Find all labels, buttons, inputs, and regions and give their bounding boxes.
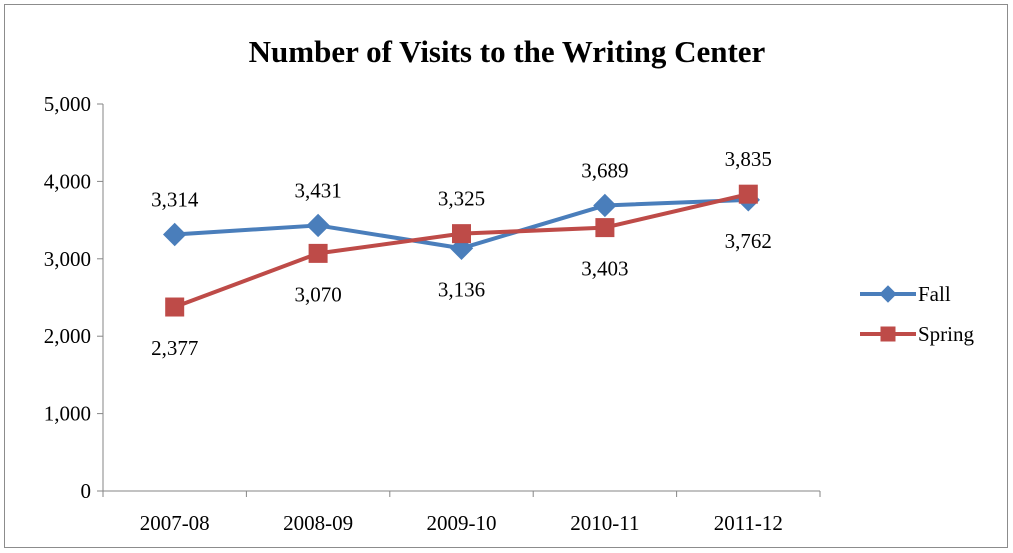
chart-frame xyxy=(4,4,1008,548)
x-tick-label: 2008-09 xyxy=(283,511,353,535)
legend-marker-fall xyxy=(879,285,897,303)
point-fall xyxy=(306,213,330,238)
point-spring xyxy=(452,224,471,244)
y-tick-label: 3,000 xyxy=(44,247,91,271)
data-label-fall: 3,136 xyxy=(438,277,485,301)
data-label-spring: 2,377 xyxy=(151,336,198,360)
legend-item-fall: Fall xyxy=(860,282,951,306)
point-spring xyxy=(595,218,615,238)
chart-title: Number of Visits to the Writing Center xyxy=(249,34,766,69)
y-tick-label: 5,000 xyxy=(44,92,91,116)
legend-label-fall: Fall xyxy=(918,282,951,306)
x-tick-label: 2009-10 xyxy=(427,511,497,535)
data-label-spring: 3,070 xyxy=(294,282,341,306)
data-label-spring: 3,835 xyxy=(725,147,772,171)
y-tick-label: 0 xyxy=(81,479,92,503)
axes: 0 1,000 2,000 3,000 4,000 5,000 2007-08 2008-09… xyxy=(44,92,821,535)
y-tick-label: 2,000 xyxy=(44,324,91,348)
legend-marker-spring xyxy=(880,326,896,342)
data-label-fall: 3,689 xyxy=(581,158,628,182)
point-fall xyxy=(593,193,617,218)
data-label-fall: 3,431 xyxy=(294,178,341,202)
y-tick-label: 1,000 xyxy=(44,402,91,426)
data-labels: 3,314 3,431 3,136 3,689 3,762 2,377 3,070 3,325… xyxy=(151,147,772,360)
point-spring xyxy=(308,243,328,263)
series-spring xyxy=(165,184,758,317)
legend-label-spring: Spring xyxy=(918,322,975,346)
x-tick-label: 2011-12 xyxy=(714,511,783,535)
y-tick-label: 4,000 xyxy=(44,169,91,193)
data-label-spring: 3,403 xyxy=(581,257,628,281)
point-spring xyxy=(738,184,758,204)
x-tick-label: 2007-08 xyxy=(140,511,210,535)
data-label-spring: 3,325 xyxy=(438,187,485,211)
legend-item-spring: Spring xyxy=(860,322,975,346)
data-label-fall: 3,762 xyxy=(725,229,772,253)
point-fall xyxy=(162,222,187,247)
data-label-fall: 3,314 xyxy=(151,187,199,211)
point-spring xyxy=(165,297,185,317)
legend: Fall Spring xyxy=(860,282,975,346)
series-layer xyxy=(162,184,761,317)
x-tick-label: 2010-11 xyxy=(570,511,639,535)
